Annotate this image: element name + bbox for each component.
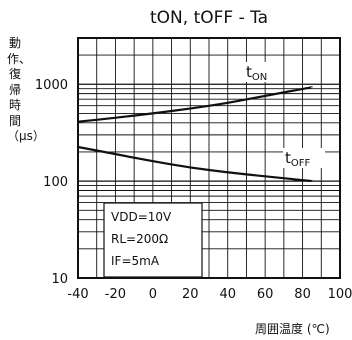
y-tick-label: 1000 <box>35 78 68 93</box>
condition-text: RL=200Ω <box>111 232 168 246</box>
condition-text: IF=5mA <box>111 254 160 268</box>
condition-text: VDD=10V <box>111 210 172 224</box>
x-tick-label: 80 <box>294 287 311 302</box>
series-line-toff <box>77 145 313 183</box>
series-label-ton: tON <box>246 63 267 83</box>
series-label-box <box>283 148 325 168</box>
conditions-box <box>103 202 203 278</box>
x-tick-label: -40 <box>67 287 88 302</box>
y-tick-label: 10 <box>51 272 68 287</box>
x-tick-label: 100 <box>328 287 352 302</box>
x-tick-label: 40 <box>219 287 236 302</box>
x-tick-label: -20 <box>105 287 126 302</box>
x-tick-label: 0 <box>149 287 157 302</box>
plot-frame <box>77 37 341 279</box>
x-tick-label: 60 <box>257 287 274 302</box>
series-label-toff: tOFF <box>285 149 311 169</box>
x-axis-label: 周囲温度 (℃) <box>255 322 330 336</box>
chart-title: tON, tOFF - Ta <box>150 8 269 28</box>
series-label-box <box>244 62 280 82</box>
series-line-ton <box>77 86 313 123</box>
x-tick-label: 20 <box>182 287 199 302</box>
y-tick-label: 100 <box>43 175 68 190</box>
